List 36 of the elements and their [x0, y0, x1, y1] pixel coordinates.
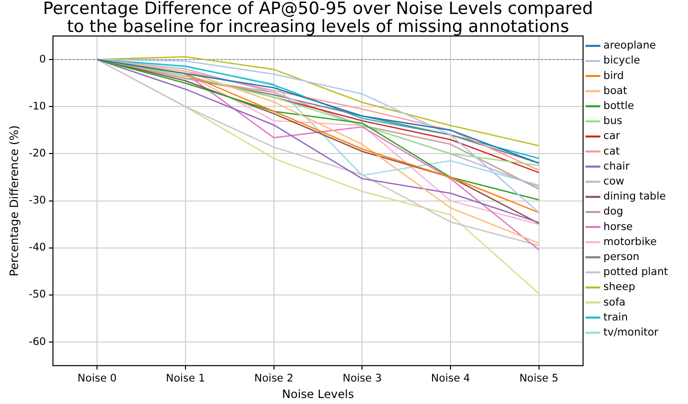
x-tick-label: Noise 1 — [166, 372, 206, 385]
legend-label: sheep — [603, 281, 636, 294]
legend-label: cow — [603, 175, 625, 188]
legend-label: cat — [603, 145, 620, 158]
x-axis-title: Noise Levels — [282, 387, 354, 402]
x-tick-label: Noise 4 — [430, 372, 470, 385]
legend-label: chair — [603, 160, 630, 172]
y-tick-label: -60 — [28, 336, 46, 348]
legend-label: areoplane — [603, 40, 656, 52]
legend-label: bird — [603, 70, 624, 82]
y-tick-label: -30 — [28, 194, 46, 207]
legend-label: car — [603, 130, 621, 142]
legend-label: bus — [603, 115, 622, 128]
legend-label: boat — [603, 84, 628, 97]
legend-label: dining table — [603, 190, 666, 203]
legend-label: train — [603, 311, 628, 324]
legend-label: person — [603, 250, 640, 263]
legend-label: potted plant — [603, 266, 668, 278]
x-tick-label: Noise 3 — [342, 372, 382, 385]
chart-title: Percentage Difference of AP@50-95 over Noise Levels compared to the baseline for increasing levels of missing annotations — [43, 0, 593, 37]
x-tick-label: Noise 5 — [519, 372, 558, 385]
y-tick-label: -10 — [28, 100, 46, 112]
x-tick-label: Noise 0 — [78, 372, 117, 385]
legend-label: sofa — [603, 296, 626, 308]
y-tick-label: -20 — [28, 147, 46, 160]
legend-label: motorbike — [603, 236, 657, 248]
y-axis-title: Percentage Difference (%) — [6, 125, 21, 276]
legend-label: dog — [603, 206, 624, 218]
y-tick-label: 0 — [39, 53, 46, 66]
legend-label: bicycle — [603, 54, 640, 67]
legend-label: tv/monitor — [603, 326, 660, 338]
legend-label: bottle — [603, 100, 634, 112]
y-tick-label: -40 — [28, 242, 46, 254]
y-tick-label: -50 — [28, 288, 46, 301]
legend-label: horse — [603, 220, 633, 233]
x-tick-label: Noise 2 — [254, 372, 294, 385]
